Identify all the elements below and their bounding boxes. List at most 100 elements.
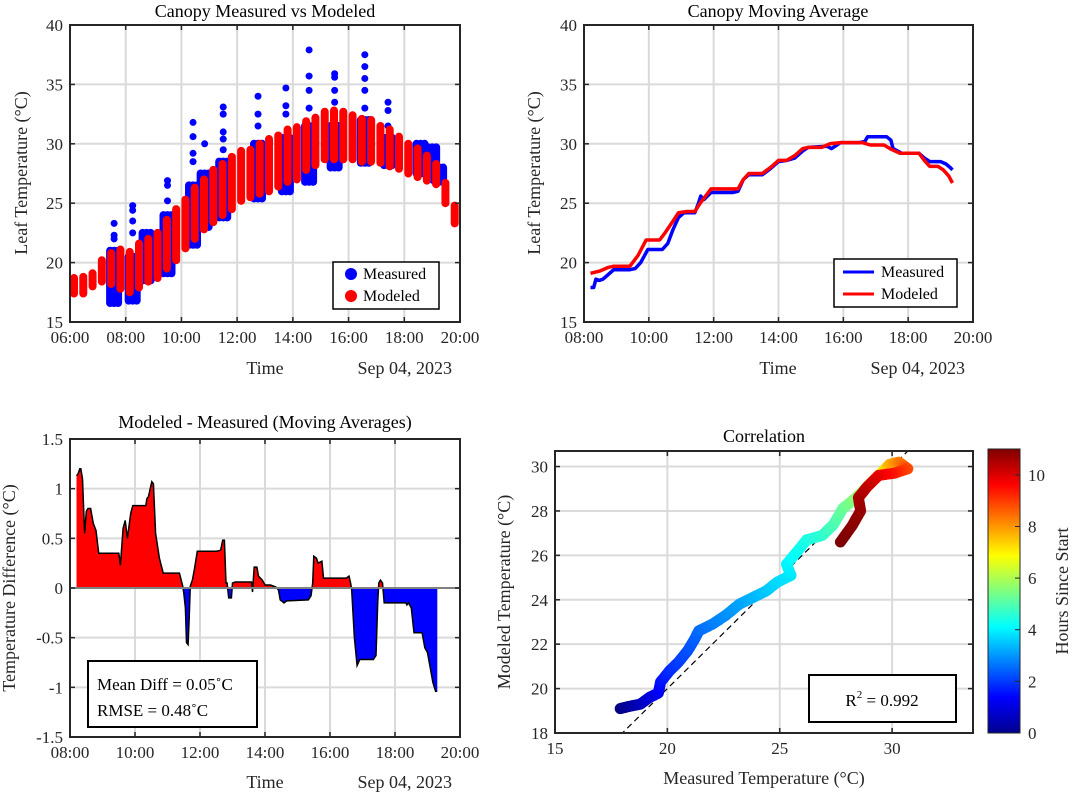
x-tick-label: 30 — [884, 739, 901, 758]
y-tick-label: 26 — [531, 546, 548, 565]
y-tick-label: 30 — [560, 135, 577, 154]
measured-point — [331, 86, 339, 94]
y-tick-label: 20 — [560, 254, 577, 273]
series-line-modeled — [590, 140, 955, 275]
x-tick-label: 12:00 — [181, 743, 220, 762]
stats-annotation: Mean Diff = 0.05˚C RMSE = 0.48˚C — [87, 660, 258, 728]
legend-marker-measured — [345, 268, 357, 280]
x-tick-label: 25 — [771, 739, 788, 758]
x-tick-label: 18:00 — [376, 743, 415, 762]
date-label: Sep 04, 2023 — [871, 358, 966, 378]
plot-area — [590, 134, 955, 290]
measured-point — [282, 102, 290, 110]
y-axis-label: Leaf Temperature (°C) — [11, 91, 32, 255]
colorbar-label: Hours Since Start — [1052, 528, 1072, 655]
chart-title: Modeled - Measured (Moving Averages) — [118, 412, 412, 433]
legend-label-measured: Measured — [881, 264, 944, 281]
x-tick-label: 10:00 — [162, 328, 201, 347]
measured-point — [219, 110, 227, 118]
chart-moving-average: Canopy Moving Average 08:00 10:00 12:00 14:… — [524, 1, 992, 378]
measured-point — [219, 103, 227, 111]
colorbar-tick-label: 2 — [1028, 672, 1037, 691]
x-tick-label: 18:00 — [889, 328, 928, 347]
y-tick-label: 1 — [55, 480, 64, 499]
measured-point — [305, 72, 313, 80]
legend: Measured Modeled — [332, 261, 440, 310]
measured-point — [110, 219, 118, 227]
measured-point — [129, 217, 137, 225]
x-tick-label: 20:00 — [954, 328, 993, 347]
x-axis-label: Time — [759, 358, 796, 378]
chart-title: Canopy Measured vs Modeled — [155, 1, 375, 21]
measured-point — [282, 84, 290, 92]
y-axis-label: Temperature Difference (°C) — [0, 484, 20, 692]
measured-point — [361, 104, 369, 112]
chart-title: Canopy Moving Average — [688, 1, 869, 21]
colorbar: 0 2 4 6 8 10 Hours Since Start — [987, 448, 1072, 743]
y-tick-label: 30 — [46, 135, 63, 154]
date-label: Sep 04, 2023 — [358, 358, 453, 378]
measured-point — [254, 110, 262, 118]
y-tick-label: 15 — [46, 313, 63, 332]
y-tick-label: 40 — [560, 16, 577, 35]
colorbar-ticks: 0 2 4 6 8 10 — [1015, 466, 1045, 743]
negative-area — [76, 588, 438, 692]
legend-marker-modeled — [345, 290, 357, 302]
chart-measured-vs-modeled: Canopy Measured vs Modeled 06:00 08:00 10:… — [11, 1, 479, 378]
measured-point — [384, 98, 392, 106]
legend-label-modeled: Modeled — [881, 286, 938, 303]
measured-point — [201, 140, 209, 148]
rmse-text: RMSE = 0.48˚C — [97, 701, 208, 720]
plot-area — [614, 451, 914, 733]
colorbar-tick-label: 8 — [1028, 517, 1037, 536]
x-tick-label: 20:00 — [441, 743, 480, 762]
chart-difference: Modeled - Measured (Moving Averages) 08:… — [0, 412, 479, 792]
y-tick-label: 30 — [531, 458, 548, 477]
measured-point — [361, 74, 369, 82]
x-tick-label: 20:00 — [441, 328, 480, 347]
axes-box — [554, 450, 974, 734]
measured-point — [331, 70, 339, 78]
y-tick-label: -1.5 — [36, 728, 63, 747]
difference-outline — [75, 468, 438, 693]
y-tick-label: 25 — [560, 194, 577, 213]
x-tick-label: 16:00 — [329, 328, 368, 347]
ticks: 15 20 25 30 18 20 22 24 26 28 30 — [531, 451, 973, 758]
legend-label-modeled: Modeled — [363, 288, 420, 305]
measured-point — [219, 135, 227, 143]
x-tick-label: 12:00 — [694, 328, 733, 347]
x-axis-label: Measured Temperature (°C) — [663, 768, 865, 789]
correlation-point — [834, 536, 846, 548]
colorbar-tick-label: 0 — [1028, 724, 1037, 743]
y-tick-label: -0.5 — [36, 629, 63, 648]
measured-point — [361, 51, 369, 59]
y-tick-label: 22 — [531, 635, 548, 654]
measured-point — [164, 197, 171, 205]
measured-point — [219, 128, 227, 136]
measured-point — [361, 86, 369, 94]
x-tick-label: 16:00 — [311, 743, 350, 762]
x-axis-label: Time — [246, 772, 283, 792]
x-tick-label: 08:00 — [106, 328, 145, 347]
x-tick-label: 06:00 — [51, 328, 90, 347]
measured-point — [384, 107, 392, 115]
x-tick-label: 14:00 — [273, 328, 312, 347]
y-tick-label: 35 — [46, 75, 63, 94]
y-axis-label: Modeled Temperature (°C) — [494, 495, 515, 690]
measured-point — [189, 133, 197, 141]
x-tick-label: 18:00 — [385, 328, 424, 347]
chart-title: Correlation — [723, 426, 805, 446]
y-tick-label: 0 — [55, 579, 64, 598]
measured-point — [164, 177, 171, 185]
mean-diff-text: Mean Diff = 0.05˚C — [97, 675, 233, 694]
r-squared-annotation: R2 = 0.992 — [808, 674, 957, 723]
y-axis-label: Leaf Temperature (°C) — [524, 91, 545, 255]
y-tick-label: 24 — [531, 591, 549, 610]
series-modeled — [70, 106, 459, 298]
measured-point — [361, 63, 369, 71]
measured-point — [189, 158, 197, 166]
y-tick-label: 20 — [46, 254, 63, 273]
colorbar-tick-label: 10 — [1028, 466, 1045, 485]
